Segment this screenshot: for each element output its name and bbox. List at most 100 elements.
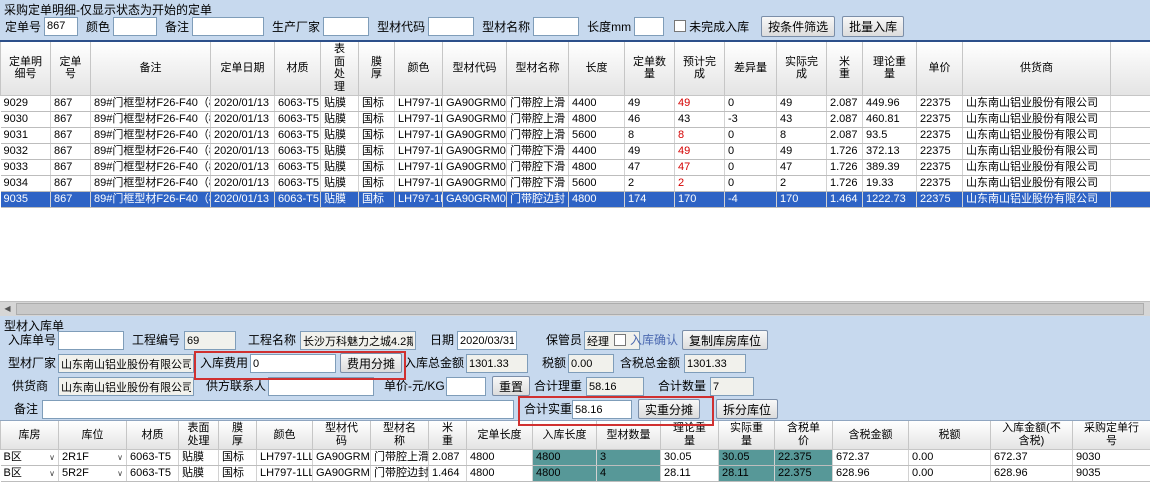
cell[interactable]: 5600 <box>568 127 625 144</box>
cell[interactable]: 山东南山铝业股份有限公司 <box>962 159 1111 176</box>
cell[interactable]: -4 <box>724 191 777 208</box>
column-header[interactable]: 定单长度 <box>466 421 533 450</box>
cell[interactable]: 0.00 <box>908 449 991 466</box>
cell[interactable]: 89#门框型材F26-F40（866+867） <box>90 159 211 176</box>
split-location-button[interactable]: 拆分库位 <box>716 399 779 419</box>
cell[interactable]: 174 <box>624 191 675 208</box>
combo-dropdown-icon[interactable]: ∨ <box>117 453 123 462</box>
cell[interactable]: 山东南山铝业股份有限公司 <box>962 127 1111 144</box>
unit-price-kg-input[interactable] <box>446 377 486 396</box>
table-row[interactable]: 903586789#门框型材F26-F40（866+867）2020/01/13… <box>0 191 1150 208</box>
cell[interactable]: 4800 <box>532 465 597 482</box>
cell[interactable]: 门带腔下滑 <box>506 143 569 160</box>
column-header[interactable]: 型材代码 <box>312 421 371 450</box>
order-no-input[interactable] <box>44 16 79 36</box>
cell[interactable]: 4400 <box>568 143 625 160</box>
cell[interactable]: ∨ 2R1F <box>58 449 127 466</box>
cell[interactable]: 22375 <box>916 159 963 176</box>
cell[interactable]: 93.5 <box>862 127 917 144</box>
cell[interactable]: 门带腔上滑 <box>506 127 569 144</box>
cell[interactable]: 0 <box>724 143 777 160</box>
cell[interactable]: 1.726 <box>826 143 863 160</box>
cell[interactable]: 628.96 <box>990 465 1073 482</box>
cell[interactable]: GA90GRM03 <box>442 111 507 128</box>
table-row[interactable]: 903386789#门框型材F26-F40（866+867）2020/01/13… <box>0 159 1150 176</box>
cell[interactable]: 22.375 <box>774 465 833 482</box>
profile-factory-input[interactable] <box>58 354 194 373</box>
cell[interactable]: 47 <box>624 159 675 176</box>
cell[interactable]: 2020/01/13 <box>210 95 275 112</box>
cell[interactable]: 2.087 <box>826 111 863 128</box>
cell[interactable]: 89#门框型材F26-F40（866+867） <box>90 143 211 160</box>
combo-dropdown-icon[interactable]: ∨ <box>117 469 123 478</box>
remark-input[interactable] <box>192 16 265 36</box>
cell[interactable]: 2.087 <box>826 127 863 144</box>
cell[interactable]: 6063-T5 <box>274 143 321 160</box>
cell[interactable]: 5600 <box>568 175 625 192</box>
column-header[interactable]: 库房 <box>0 421 59 450</box>
column-header[interactable]: 含税单价 <box>774 421 833 450</box>
column-header[interactable]: 表面处理 <box>320 42 359 96</box>
cell[interactable]: 867 <box>50 191 91 208</box>
cell[interactable]: 867 <box>50 159 91 176</box>
column-header[interactable]: 含税金额 <box>832 421 909 450</box>
cell[interactable]: 4800 <box>532 449 597 466</box>
cell[interactable]: 389.39 <box>862 159 917 176</box>
cell[interactable]: 门带腔下滑 <box>506 159 569 176</box>
cell[interactable]: 6063-T5 <box>274 95 321 112</box>
cell[interactable]: GA90GRM03 <box>442 95 507 112</box>
column-header[interactable]: 理论重量 <box>660 421 719 450</box>
cell[interactable]: 0 <box>724 175 777 192</box>
cell[interactable]: 22375 <box>916 191 963 208</box>
cell[interactable]: 4800 <box>466 449 533 466</box>
cell[interactable]: 3 <box>596 449 661 466</box>
total-actual-weight-input[interactable] <box>572 400 632 419</box>
cell[interactable]: 1222.73 <box>862 191 917 208</box>
cell[interactable]: GA90GRM03 <box>442 127 507 144</box>
profile-name-input[interactable] <box>533 16 580 36</box>
column-header[interactable]: 理论重量 <box>862 42 917 96</box>
cell[interactable]: 47 <box>776 159 827 176</box>
cell[interactable]: 2020/01/13 <box>210 159 275 176</box>
inbound-confirm-checkbox[interactable] <box>614 334 626 346</box>
cell[interactable]: GA90GRM03 <box>312 449 371 466</box>
cell[interactable]: 628.96 <box>832 465 909 482</box>
cell[interactable]: 2020/01/13 <box>210 143 275 160</box>
cell[interactable]: 49 <box>624 95 675 112</box>
cell[interactable]: 22375 <box>916 143 963 160</box>
cell[interactable]: 0 <box>724 127 777 144</box>
cell[interactable]: 国标 <box>358 191 395 208</box>
cell[interactable]: 19.33 <box>862 175 917 192</box>
cell[interactable]: 贴膜 <box>178 449 219 466</box>
filter-by-condition-button[interactable]: 按条件筛选 <box>761 15 836 37</box>
column-header[interactable]: 税额 <box>908 421 991 450</box>
cell[interactable]: 9030 <box>0 111 51 128</box>
column-header[interactable]: 备注 <box>90 42 211 96</box>
column-header[interactable]: 定单明细号 <box>0 42 51 96</box>
cell[interactable]: 9033 <box>0 159 51 176</box>
cell[interactable]: 国标 <box>358 111 395 128</box>
profile-code-input[interactable] <box>428 16 475 36</box>
cell[interactable]: 2020/01/13 <box>210 175 275 192</box>
cell[interactable]: 0.00 <box>908 465 991 482</box>
cell[interactable]: 6063-T5 <box>274 175 321 192</box>
cell[interactable]: 国标 <box>358 95 395 112</box>
column-header[interactable]: 定单数量 <box>624 42 675 96</box>
cell[interactable]: 0 <box>724 95 777 112</box>
column-header[interactable]: 颜色 <box>394 42 443 96</box>
cell[interactable]: 2 <box>674 175 725 192</box>
cell[interactable]: 22375 <box>916 127 963 144</box>
column-header[interactable]: 长度 <box>568 42 625 96</box>
cell[interactable]: 国标 <box>358 175 395 192</box>
unfinished-checkbox[interactable] <box>674 20 687 32</box>
cell[interactable]: 6063-T5 <box>126 465 179 482</box>
cell[interactable]: 9034 <box>0 175 51 192</box>
cell[interactable]: 2.087 <box>826 95 863 112</box>
column-header[interactable]: 米重 <box>428 421 467 450</box>
cell[interactable]: 2 <box>624 175 675 192</box>
column-header[interactable]: 差异量 <box>724 42 777 96</box>
cell[interactable]: 672.37 <box>990 449 1073 466</box>
column-header[interactable]: 膜厚 <box>358 42 395 96</box>
cell[interactable]: 89#门框型材F26-F40（866+867） <box>90 127 211 144</box>
cell[interactable]: ∨ B区 <box>0 465 59 482</box>
